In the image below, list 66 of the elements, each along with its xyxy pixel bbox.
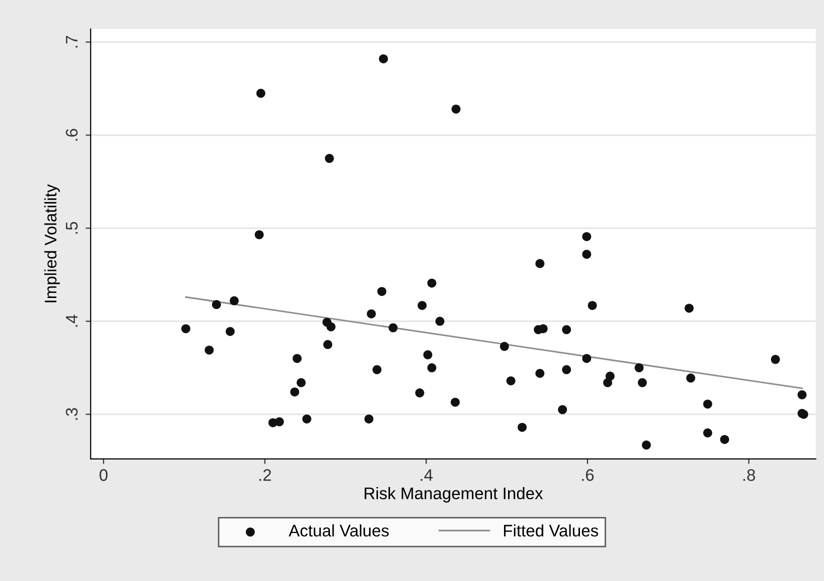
point [684,304,694,313]
point [364,414,374,424]
x-axis-title: Risk Management Index [364,487,543,503]
point [535,259,544,268]
point [366,309,376,318]
x-tick-label: .6 [582,469,594,481]
point [181,324,190,334]
point [562,325,572,334]
point [435,316,444,326]
point [427,363,436,372]
point [226,326,235,336]
x-tick-label: 0 [100,469,108,481]
point [296,378,306,388]
point [452,104,461,114]
point [518,422,527,432]
point [450,398,460,407]
point [720,434,730,444]
point [703,400,712,409]
point [703,428,712,438]
point [582,232,592,242]
y-tick-label: .4 [66,314,78,327]
point [378,54,388,64]
y-tick-label: .3 [66,408,78,420]
point [535,368,544,378]
point [423,350,432,360]
point [634,363,644,372]
legend-label: Fitted Values [504,524,598,537]
point [606,372,615,381]
point [290,387,300,396]
y-tick-label: .5 [66,222,78,234]
y-axis-title: Implied Volatility [44,184,60,302]
point [582,250,592,259]
point [324,154,334,163]
point [388,323,398,332]
point [326,322,336,332]
point [372,365,382,374]
point [427,278,436,288]
point [323,340,332,350]
point [254,230,264,240]
y-tick-label: .6 [66,128,78,141]
point [204,346,214,355]
point [418,300,427,310]
x-tick-label: .4 [420,469,433,481]
point [686,374,696,383]
point [770,354,780,364]
x-tick-label: .2 [259,469,271,481]
point [558,405,567,414]
point [506,376,516,386]
point [562,365,572,374]
x-tick-label: .8 [743,469,756,481]
point [256,88,266,98]
point [274,417,284,426]
point [292,354,302,363]
point [798,390,807,400]
point [415,388,424,398]
point [642,440,651,450]
point [500,342,509,351]
point [582,354,592,363]
point [230,296,239,306]
point [212,300,221,310]
point [638,378,647,388]
point [588,300,597,310]
point [302,414,312,424]
point [377,286,386,296]
y-tick-label: .7 [66,36,78,48]
legend-label: Actual Values [288,524,389,537]
